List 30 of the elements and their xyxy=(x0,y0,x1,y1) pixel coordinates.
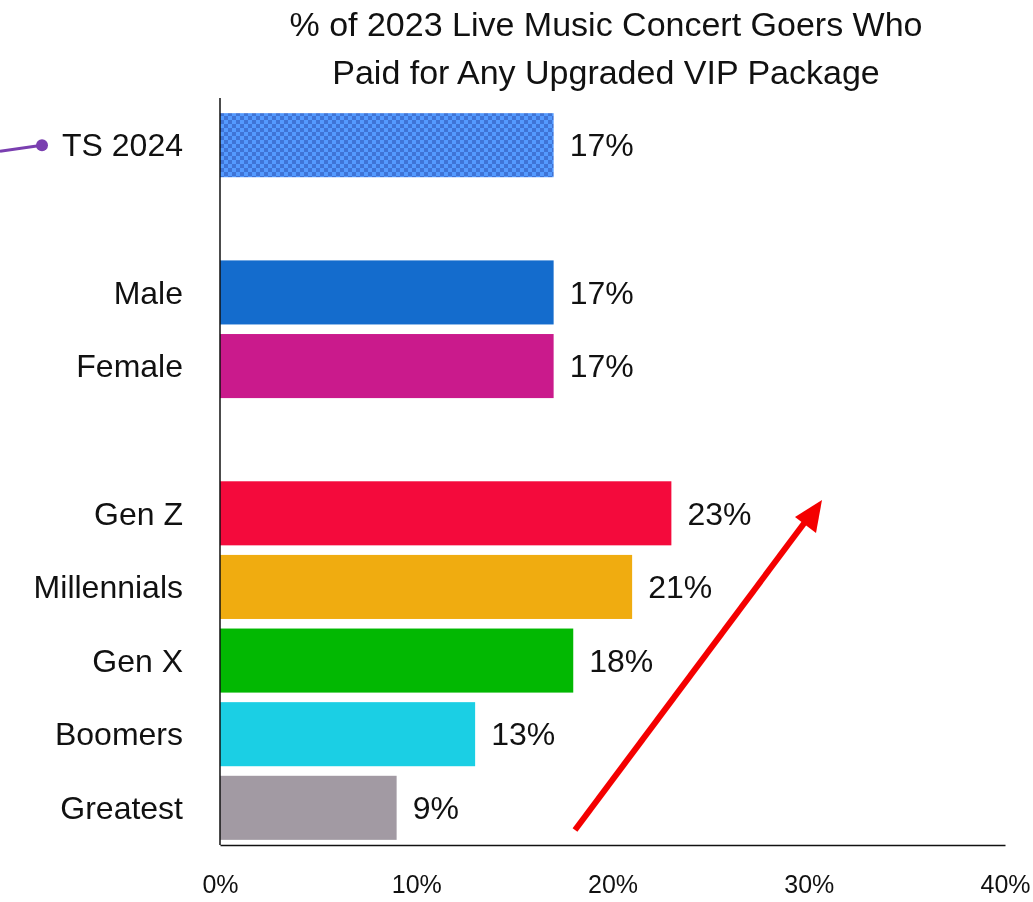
y-tick-label: Male xyxy=(113,274,183,311)
data-label: 17% xyxy=(569,348,634,385)
data-label: 23% xyxy=(687,495,752,532)
data-label: 17% xyxy=(569,127,634,164)
bar xyxy=(220,481,672,546)
y-tick-label: TS 2024 xyxy=(62,127,183,164)
y-tick-label: Gen X xyxy=(92,642,183,679)
bar xyxy=(220,113,554,178)
chart-title: % of 2023 Live Music Concert Goers Who Paid for Any Upgraded VIP Package xyxy=(289,5,923,91)
x-tick-label: 0% xyxy=(202,869,239,898)
x-tick-label: 10% xyxy=(391,869,442,898)
y-tick-label: Millennials xyxy=(33,569,183,606)
bar xyxy=(220,334,554,399)
bar xyxy=(220,628,574,693)
y-tick-label: Female xyxy=(76,348,183,385)
bar xyxy=(220,702,476,767)
y-tick-label: Boomers xyxy=(54,716,183,753)
data-label: 9% xyxy=(412,790,459,827)
data-label: 18% xyxy=(589,642,654,679)
data-label: 21% xyxy=(648,569,713,606)
x-tick-label: 40% xyxy=(980,869,1031,898)
y-tick-label: Gen Z xyxy=(94,495,183,532)
bar xyxy=(220,260,554,325)
data-label: 13% xyxy=(491,716,556,753)
data-label: 17% xyxy=(569,274,634,311)
bar xyxy=(220,775,397,840)
bar xyxy=(220,554,633,619)
x-tick-label: 20% xyxy=(587,869,639,898)
y-tick-label: Greatest xyxy=(60,790,184,827)
x-tick-label: 30% xyxy=(784,869,835,898)
